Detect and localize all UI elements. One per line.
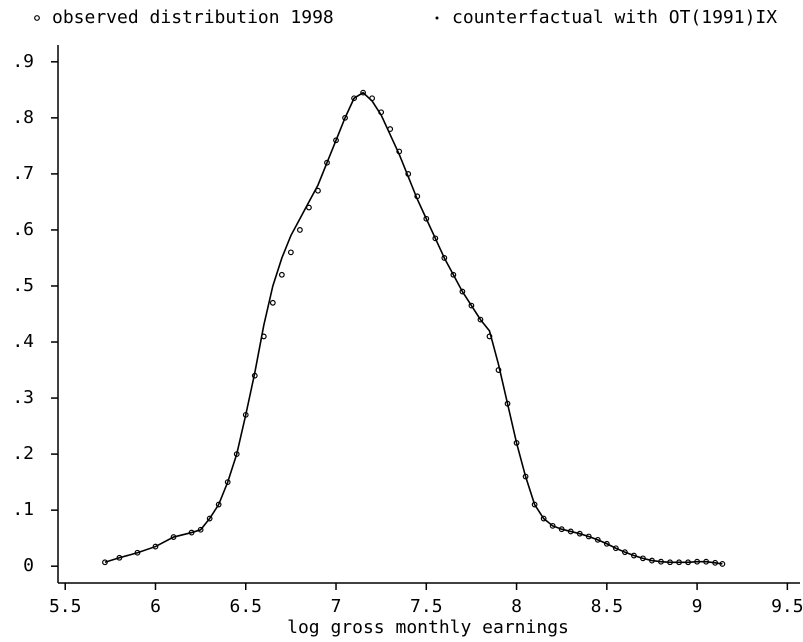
x-tick-label: 8.5 [591,596,624,617]
y-tick-label: .2 [12,443,34,464]
y-tick-label: .6 [12,219,34,240]
y-tick-label: .8 [12,107,34,128]
legend-label: counterfactual with OT(1991)IX [452,7,777,28]
x-tick-label: 5.5 [49,596,82,617]
y-tick-label: .3 [12,387,34,408]
data-point [278,271,285,278]
data-point [287,249,294,256]
series-line [104,91,723,565]
x-tick-label: 9.5 [771,596,803,617]
legend-label: observed distribution 1998 [52,7,334,28]
y-tick-label: .7 [12,163,34,184]
x-tick-label: 6.5 [229,596,262,617]
x-tick-label: 8 [511,596,522,617]
legend-marker [34,15,40,21]
data-point [297,227,303,233]
y-tick-label: .9 [12,51,34,72]
data-point [269,299,276,306]
x-tick-label: 7 [331,596,342,617]
y-tick-label: .4 [12,331,34,352]
x-axis-label: log gross monthly earnings [287,617,569,638]
legend-marker [435,16,439,20]
y-tick-label: .5 [12,275,34,296]
x-tick-label: 9 [692,596,703,617]
y-tick-label: .1 [12,499,34,520]
x-tick-label: 7.5 [410,596,443,617]
y-tick-label: 0 [23,555,34,576]
x-tick-label: 6 [150,596,161,617]
